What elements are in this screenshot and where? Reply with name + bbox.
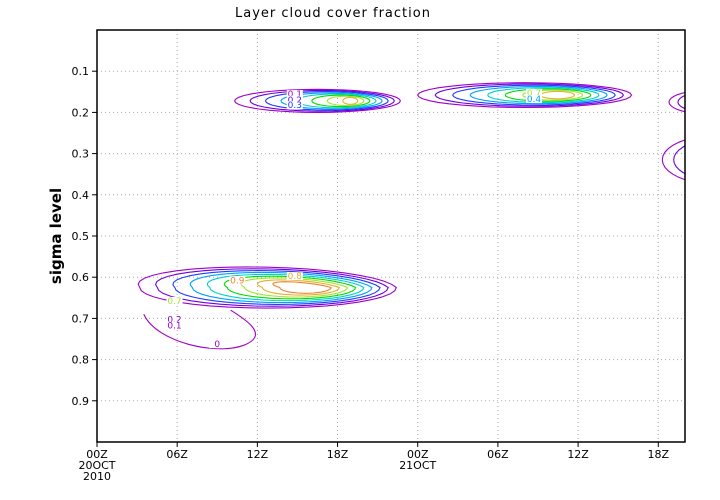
contour-upper-cloud-a-level-1 — [249, 89, 395, 112]
contour-low-cloud-e-level-1 — [154, 268, 389, 307]
contour-upper-cloud-b-level-1 — [434, 83, 625, 107]
contour-upper-cloud-a-level-2 — [264, 91, 389, 111]
contour-label-bg-0 — [286, 90, 303, 99]
contour-upper-cloud-b-level-5 — [504, 88, 592, 102]
contour-mid-cloud-d-level-4 — [708, 147, 720, 173]
contour-upper-cloud-a-level-0 — [233, 88, 402, 113]
contour-label-bg-4 — [525, 95, 542, 104]
contour-low-cloud-e-level-3 — [189, 271, 373, 304]
y-tick-label-5: 0.6 — [72, 271, 90, 284]
y-tick-label-8: 0.9 — [72, 395, 90, 408]
y-tick-label-6: 0.7 — [72, 312, 90, 325]
x-tick-label-6: 12Z — [567, 448, 589, 461]
contour-label-8: 0.2 — [167, 315, 181, 325]
contour-upper-cloud-b-level-6 — [522, 89, 584, 101]
x-tick-label-5: 06Z — [487, 448, 509, 461]
contour-upper-cloud-c-level-4 — [705, 94, 720, 111]
contour-label-4: 0.4 — [527, 95, 542, 105]
contour-low-cloud-e-level-6 — [240, 277, 349, 298]
contour-system-low-cloud-tail — [143, 309, 256, 350]
contour-label-6: 0.8 — [288, 272, 303, 282]
grid — [97, 30, 685, 442]
contour-label-bg-6 — [286, 272, 303, 281]
contour-system-low-cloud-e — [137, 266, 397, 309]
contour-label-bg-9 — [166, 321, 183, 330]
contour-upper-cloud-b-level-4 — [487, 87, 600, 104]
contour-upper-cloud-c-level-5 — [714, 95, 720, 110]
contour-label-bg-7 — [166, 296, 183, 305]
contour-mid-cloud-d-level-0 — [661, 139, 685, 181]
x-tick-label-4: 00Z — [407, 448, 429, 461]
contour-upper-cloud-b-level-0 — [417, 82, 633, 109]
y-tick-label-4: 0.5 — [72, 230, 90, 243]
x-tick-sublabel-0-1: 2010 — [83, 470, 111, 483]
contour-upper-cloud-b-level-3 — [469, 85, 608, 105]
contour-label-7: 0.7 — [167, 297, 181, 307]
chart-title: Layer cloud cover fraction — [235, 6, 431, 21]
contour-label-bg-8 — [166, 315, 183, 324]
contour-mid-cloud-d-level-3 — [697, 144, 720, 176]
x-tick-label-3: 18Z — [327, 448, 349, 461]
x-tick-label-1: 06Z — [166, 448, 188, 461]
contour-low-cloud-e-level-4 — [206, 273, 365, 302]
contour-system-upper-cloud-b — [417, 82, 633, 109]
contour-label-bg-3 — [525, 88, 542, 97]
y-axis-label: sigma level — [47, 188, 65, 284]
contour-low-cloud-e-level-5 — [223, 275, 357, 300]
contour-upper-cloud-a-level-6 — [326, 95, 365, 107]
contour-label-bg-5 — [229, 276, 246, 285]
y-tick-label-1: 0.2 — [72, 106, 90, 119]
contour-label-3: 0.7 — [527, 89, 541, 99]
x-tick-label-7: 18Z — [647, 448, 669, 461]
contour-upper-cloud-a-level-5 — [311, 94, 371, 108]
contour-label-5: 0.9 — [230, 276, 245, 286]
y-tick-label-2: 0.3 — [72, 148, 90, 161]
contour-upper-cloud-a-level-3 — [280, 92, 383, 110]
contour-label-0: 0.1 — [288, 90, 302, 100]
x-tick-label-2: 12Z — [247, 448, 269, 461]
contour-low-cloud-e-level-8 — [272, 281, 332, 294]
contour-plot — [137, 82, 720, 350]
x-tick-label-0: 00Z — [86, 448, 108, 461]
y-tick-label-0: 0.1 — [72, 65, 90, 78]
y-tick-label-7: 0.8 — [72, 354, 90, 367]
contour-label-10: 0 — [214, 340, 220, 350]
x-tick-sublabel-0-0: 20OCT — [78, 459, 115, 472]
contour-upper-cloud-b-level-2 — [452, 84, 616, 106]
contour-upper-cloud-c-level-3 — [696, 93, 720, 112]
contour-upper-cloud-c-level-1 — [677, 94, 685, 110]
contour-system-mid-cloud-d — [661, 139, 720, 181]
contour-low-cloud-e-level-0 — [137, 266, 397, 309]
contour-upper-cloud-a-level-7 — [342, 96, 359, 105]
contour-label-bg-10 — [209, 340, 226, 349]
contour-low-tail-level-0 — [143, 309, 256, 350]
y-axis-ticks: 0.1 0.2 0.3 0.4 0.5 0.6 0.7 0.8 0.9 — [72, 65, 97, 408]
contour-labels: 0.10.20.30.70.40.9 0.80.70.20.10 — [166, 88, 542, 350]
contour-upper-cloud-c-level-2 — [687, 92, 720, 113]
contour-low-cloud-e-level-7 — [256, 279, 341, 296]
x-tick-sublabel-4-0: 21OCT — [399, 459, 436, 472]
contour-label-1: 0.2 — [288, 96, 302, 106]
contour-low-cloud-e-level-2 — [172, 270, 381, 305]
contour-system-upper-cloud-c — [668, 91, 720, 113]
contour-mid-cloud-d-level-2 — [684, 157, 685, 163]
contour-label-9: 0.1 — [167, 322, 181, 332]
y-tick-label-3: 0.4 — [72, 189, 90, 202]
contour-label-bg-2 — [286, 101, 303, 110]
contour-system-upper-cloud-a — [233, 88, 402, 113]
contour-label-2: 0.3 — [288, 101, 302, 111]
contour-upper-cloud-c-level-0 — [668, 91, 685, 113]
contour-label-bg-1 — [286, 95, 303, 104]
contour-upper-cloud-b-level-7 — [539, 90, 576, 100]
contour-mid-cloud-d-level-1 — [673, 145, 685, 175]
